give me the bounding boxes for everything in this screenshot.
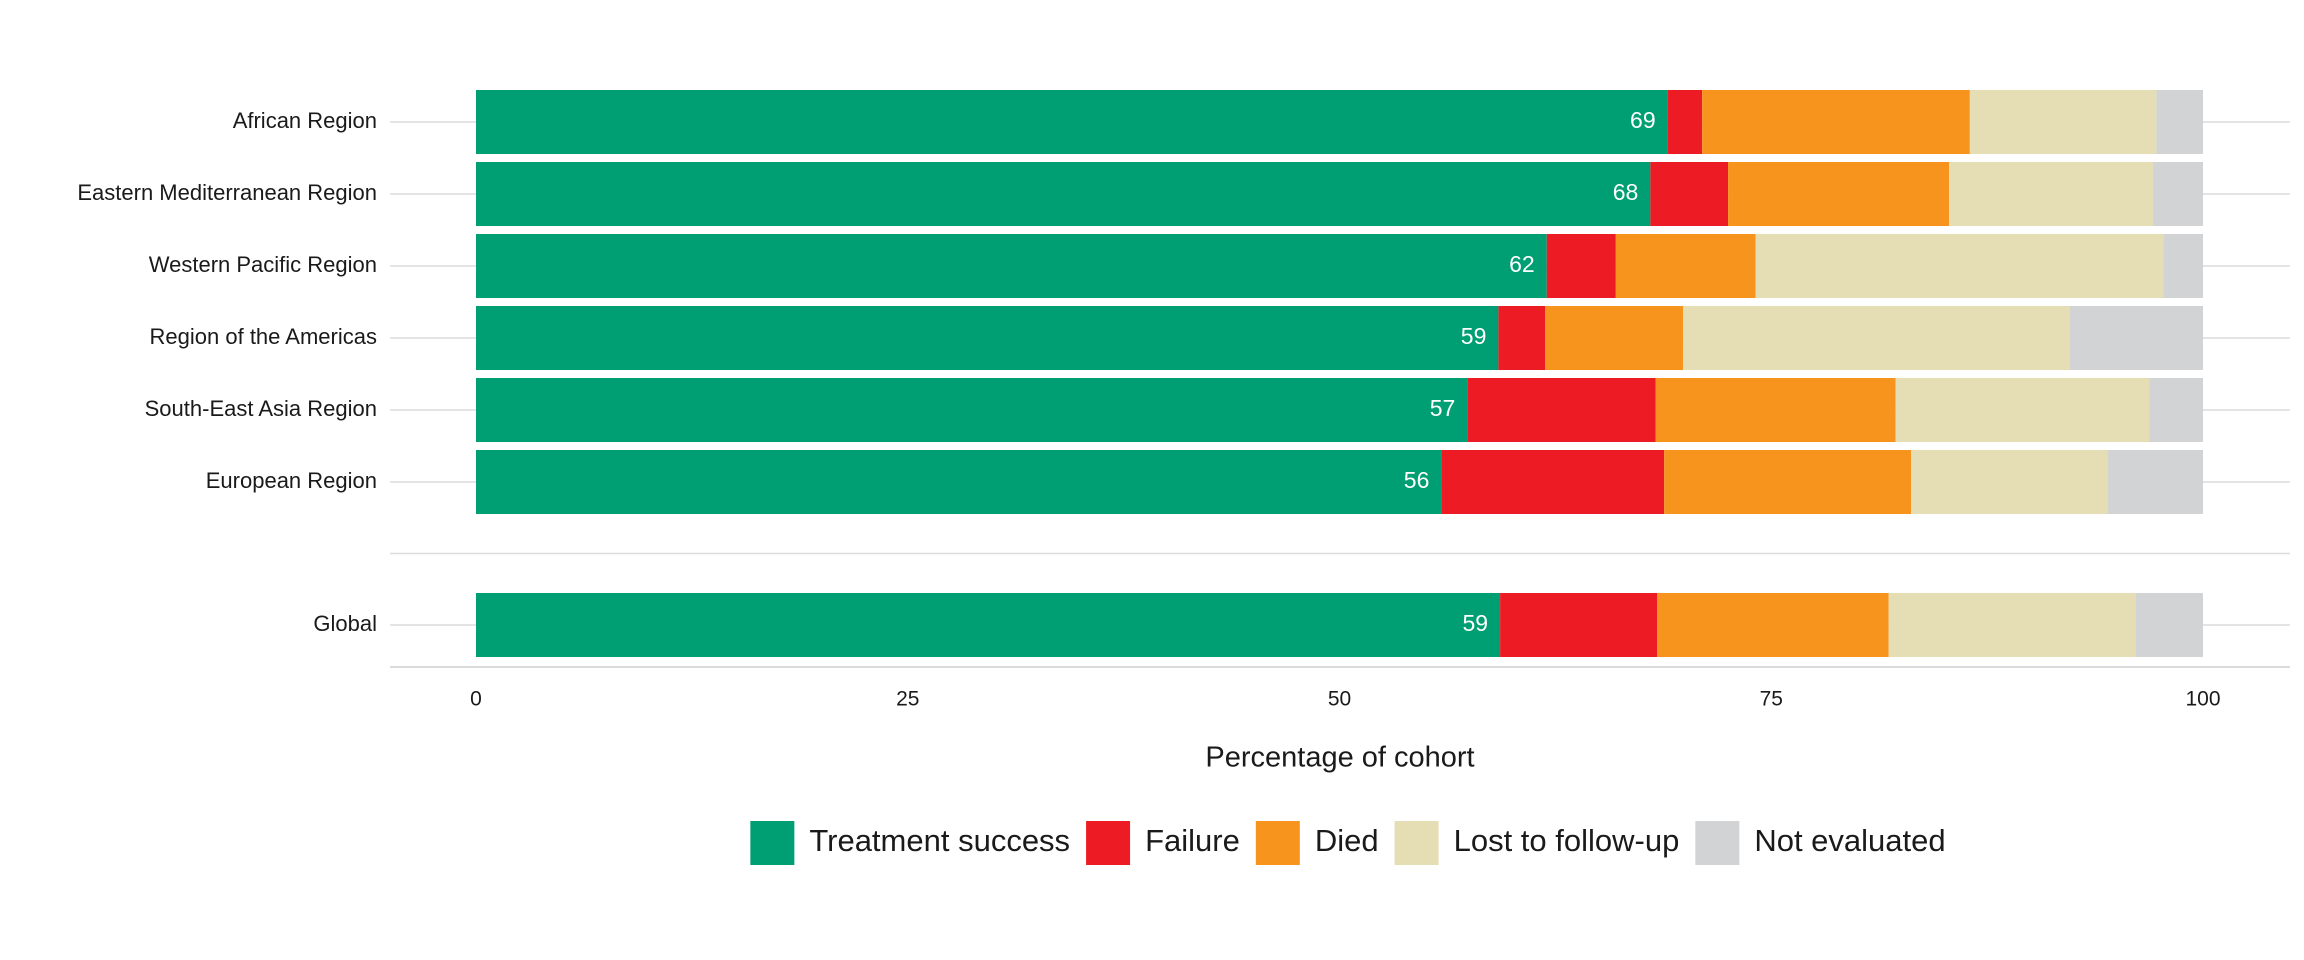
legend-swatch — [1394, 821, 1439, 865]
bar-segment — [1664, 450, 1912, 514]
data-label: 62 — [1509, 251, 1535, 277]
bar-segment — [2152, 162, 2203, 226]
bar-segment — [1728, 162, 1950, 226]
y-tick-label: Region of the Americas — [150, 324, 377, 349]
bar-segment — [476, 306, 1499, 370]
bar-segment — [1546, 234, 1616, 298]
legend-label: Treatment success — [809, 823, 1070, 858]
data-label: 56 — [1404, 467, 1430, 493]
bar-segment — [1683, 306, 2071, 370]
data-label: 59 — [1463, 610, 1489, 636]
legend-swatch — [1086, 821, 1131, 865]
legend-label: Failure — [1145, 823, 1240, 858]
y-tick-label: Global — [313, 611, 377, 636]
bar-segment — [2070, 306, 2203, 370]
bar-segment — [2156, 90, 2203, 154]
bar-segment — [1895, 378, 2150, 442]
legend-label: Lost to follow-up — [1454, 823, 1680, 858]
y-tick-label: Western Pacific Region — [149, 252, 377, 277]
x-tick-label: 50 — [1328, 688, 1351, 711]
bar-segment — [2108, 450, 2203, 514]
data-label: 59 — [1461, 323, 1487, 349]
legend-swatch — [1255, 821, 1300, 865]
bar-segment — [476, 90, 1668, 154]
legend-swatch — [1695, 821, 1740, 865]
y-tick-label: African Region — [233, 108, 377, 133]
legend-swatch — [750, 821, 795, 865]
bar-segment — [2163, 234, 2203, 298]
bar-segment — [1949, 162, 2153, 226]
bar-segment — [1650, 162, 1729, 226]
data-label: 69 — [1630, 107, 1656, 133]
bar-segment — [1667, 90, 1703, 154]
bar-segment — [1655, 378, 1896, 442]
x-tick-label: 75 — [1760, 688, 1783, 711]
y-tick-label: European Region — [206, 468, 377, 493]
bar-segment — [1969, 90, 2157, 154]
x-tick-label: 0 — [470, 688, 482, 711]
y-tick-label: South-East Asia Region — [145, 396, 377, 421]
bar-segment — [1615, 234, 1756, 298]
bar-segment — [1755, 234, 2164, 298]
bar-segment — [1911, 450, 2109, 514]
data-label: 68 — [1613, 179, 1639, 205]
legend-label: Not evaluated — [1754, 823, 1945, 858]
legend-label: Died — [1315, 823, 1379, 858]
x-tick-label: 25 — [896, 688, 919, 711]
bar-segment — [1702, 90, 1970, 154]
bar-segment — [2135, 593, 2203, 657]
bar-segment — [1657, 593, 1889, 657]
bar-segment — [476, 378, 1468, 442]
data-label: 57 — [1430, 395, 1456, 421]
bar-segment — [1467, 378, 1656, 442]
bar-segment — [1441, 450, 1665, 514]
bar-segment — [2149, 378, 2203, 442]
bar-segment — [476, 162, 1651, 226]
bar-segment — [1500, 593, 1658, 657]
bar-segment — [1888, 593, 2136, 657]
x-axis-title: Percentage of cohort — [1205, 742, 1474, 774]
y-tick-label: Eastern Mediterranean Region — [77, 180, 377, 205]
x-tick-label: 100 — [2185, 688, 2220, 711]
bar-segment — [476, 234, 1547, 298]
bar-segment — [476, 450, 1442, 514]
bar-segment — [476, 593, 1501, 657]
bar-segment — [1545, 306, 1684, 370]
bar-segment — [1498, 306, 1546, 370]
